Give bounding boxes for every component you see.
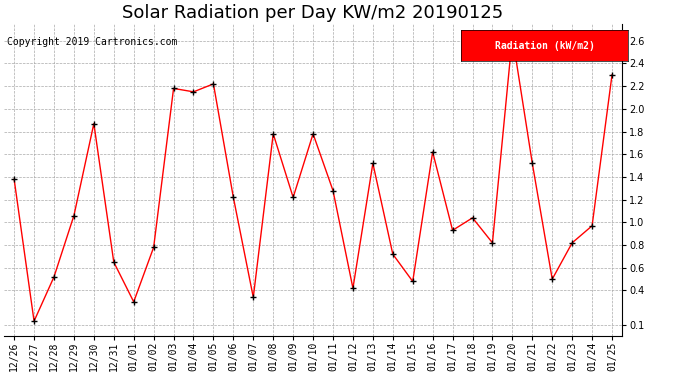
Text: Copyright 2019 Cartronics.com: Copyright 2019 Cartronics.com xyxy=(7,37,177,47)
Title: Solar Radiation per Day KW/m2 20190125: Solar Radiation per Day KW/m2 20190125 xyxy=(122,4,504,22)
